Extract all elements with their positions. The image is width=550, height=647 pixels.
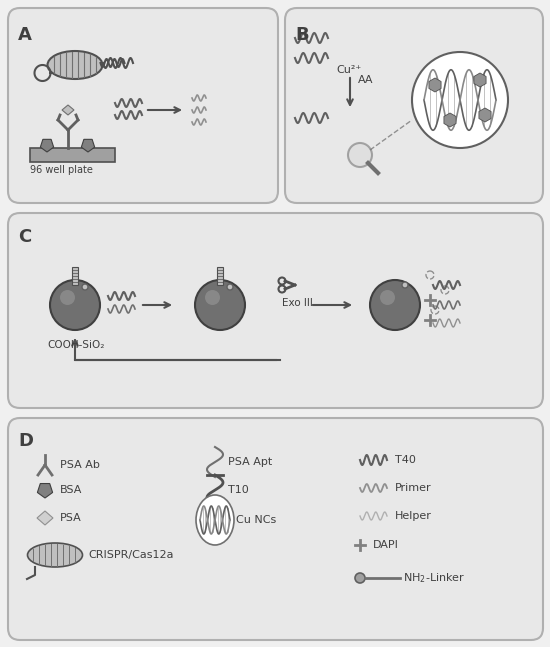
Bar [72, 267, 78, 285]
Polygon shape [37, 483, 53, 498]
Text: T40: T40 [395, 455, 416, 465]
Text: D: D [18, 432, 33, 450]
Ellipse shape [47, 51, 102, 79]
Polygon shape [40, 139, 54, 152]
Circle shape [348, 143, 372, 167]
FancyBboxPatch shape [285, 8, 543, 203]
Text: 96 well plate: 96 well plate [30, 165, 93, 175]
Text: PSA Apt: PSA Apt [228, 457, 272, 467]
Text: $\mathrm{NH_2}$-Linker: $\mathrm{NH_2}$-Linker [403, 571, 465, 585]
Polygon shape [62, 105, 74, 115]
Text: Helper: Helper [395, 511, 432, 521]
Text: BSA: BSA [60, 485, 82, 495]
Circle shape [60, 290, 75, 305]
Text: DAPI: DAPI [373, 540, 399, 550]
Polygon shape [81, 139, 95, 152]
Polygon shape [474, 73, 486, 87]
Polygon shape [37, 511, 53, 525]
Circle shape [50, 280, 100, 330]
Circle shape [402, 282, 408, 288]
Polygon shape [429, 78, 441, 92]
Circle shape [82, 284, 88, 290]
FancyBboxPatch shape [8, 418, 543, 640]
FancyBboxPatch shape [8, 8, 278, 203]
Text: PSA: PSA [60, 513, 82, 523]
Ellipse shape [196, 495, 234, 545]
Bar [217, 267, 223, 285]
Text: T10: T10 [228, 485, 249, 495]
Bar [30, 148, 115, 162]
Circle shape [380, 290, 395, 305]
Circle shape [355, 573, 365, 583]
Polygon shape [444, 113, 456, 127]
Text: Primer: Primer [395, 483, 432, 493]
Text: A: A [18, 26, 32, 44]
Text: Cu²⁺: Cu²⁺ [336, 65, 361, 75]
Text: PSA Ab: PSA Ab [60, 460, 100, 470]
Circle shape [370, 280, 420, 330]
Text: B: B [295, 26, 309, 44]
Text: AA: AA [358, 75, 373, 85]
Ellipse shape [28, 543, 82, 567]
Text: Exo III: Exo III [282, 298, 313, 308]
Circle shape [412, 52, 508, 148]
Text: C: C [18, 228, 31, 246]
Polygon shape [479, 108, 491, 122]
Text: Cu NCs: Cu NCs [236, 515, 276, 525]
Text: COOH-SiO₂: COOH-SiO₂ [47, 340, 104, 350]
FancyBboxPatch shape [8, 213, 543, 408]
Circle shape [195, 280, 245, 330]
Text: CRISPR/Cas12a: CRISPR/Cas12a [88, 550, 173, 560]
Circle shape [205, 290, 220, 305]
Circle shape [227, 284, 233, 290]
